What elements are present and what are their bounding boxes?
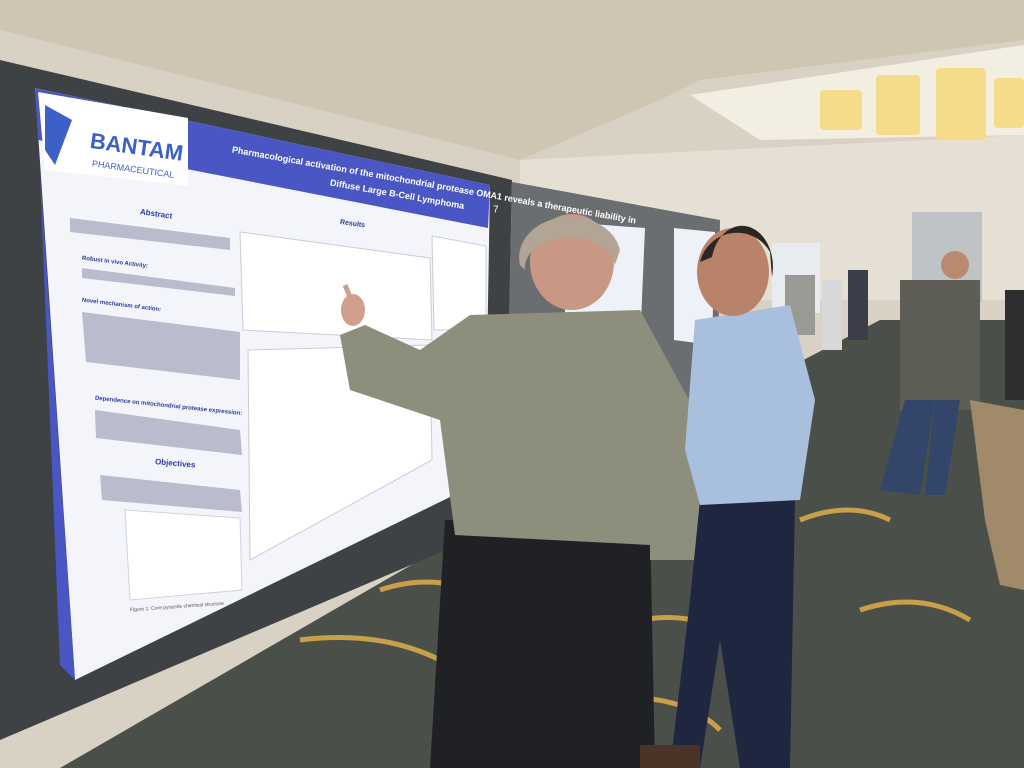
section-heading: Objectives: [155, 457, 197, 470]
section-heading: Results: [339, 219, 365, 229]
logo-box: [38, 92, 188, 186]
poster-border: [40, 175, 75, 680]
ceiling-panel: [0, 0, 1024, 160]
chair: [970, 400, 1024, 590]
figure-box: [124, 509, 243, 601]
logo-mark: [45, 105, 72, 165]
body-text: [70, 218, 242, 512]
person-left: [340, 214, 700, 768]
person-right: [640, 225, 815, 768]
background-people: [785, 251, 1024, 495]
chandeliers: [820, 68, 1024, 140]
board-number: 7: [493, 205, 499, 216]
